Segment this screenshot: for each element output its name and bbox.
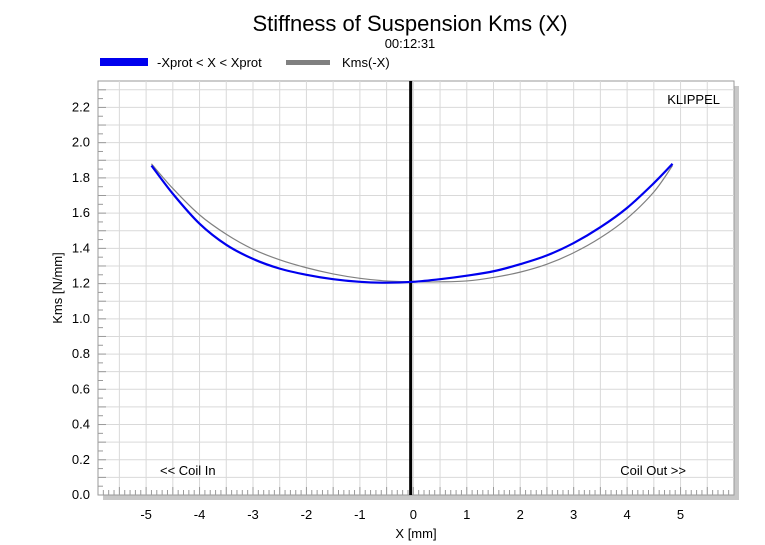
- legend-swatch-gray: [286, 60, 330, 65]
- y-tick-label: 1.0: [72, 311, 90, 326]
- x-tick-label: 1: [463, 507, 470, 522]
- x-tick-labels: -5 -4 -3 -2 -1 0 1 2 3 4 5: [140, 507, 684, 522]
- y-tick-label: 1.6: [72, 205, 90, 220]
- y-tick-label: 0.8: [72, 346, 90, 361]
- chart-title: Stiffness of Suspension Kms (X): [252, 11, 567, 36]
- y-tick-label: 0.0: [72, 487, 90, 502]
- x-tick-label: -2: [301, 507, 313, 522]
- watermark-klippel: KLIPPEL: [667, 92, 720, 107]
- x-tick-label: 5: [677, 507, 684, 522]
- x-axis-label: X [mm]: [395, 526, 436, 541]
- annotation-coil-in: << Coil In: [160, 463, 216, 478]
- x-tick-label: 4: [623, 507, 630, 522]
- x-tick-label: -1: [354, 507, 366, 522]
- x-tick-label: 0: [410, 507, 417, 522]
- x-tick-label: -3: [247, 507, 259, 522]
- legend-label-gray: Kms(-X): [342, 55, 390, 70]
- x-tick-label: -4: [194, 507, 206, 522]
- y-tick-label: 1.4: [72, 240, 90, 255]
- y-tick-label: 1.8: [72, 170, 90, 185]
- y-axis-label: Kms [N/mm]: [50, 252, 65, 324]
- y-tick-label: 0.6: [72, 381, 90, 396]
- plot-area: [97, 80, 735, 496]
- chart-subtitle: 00:12:31: [385, 36, 436, 51]
- minor-ticks: [97, 80, 735, 496]
- y-tick-label: 0.4: [72, 417, 90, 432]
- x-tick-label: -5: [140, 507, 152, 522]
- x-tick-label: 2: [517, 507, 524, 522]
- legend: -Xprot < X < Xprot Kms(-X): [100, 55, 390, 70]
- y-tick-label: 1.2: [72, 276, 90, 291]
- grid: [98, 81, 734, 495]
- y-tick-label: 2.2: [72, 99, 90, 114]
- legend-swatch-blue: [100, 58, 148, 66]
- y-tick-label: 2.0: [72, 135, 90, 150]
- y-tick-label: 0.2: [72, 452, 90, 467]
- y-tick-labels: 0.0 0.2 0.4 0.6 0.8 1.0 1.2 1.4 1.6 1.8 2.0 2.2: [72, 99, 90, 502]
- series-line-xprot: [150, 163, 674, 284]
- x-tick-label: 3: [570, 507, 577, 522]
- legend-label-blue: -Xprot < X < Xprot: [157, 55, 262, 70]
- annotation-coil-out: Coil Out >>: [620, 463, 686, 478]
